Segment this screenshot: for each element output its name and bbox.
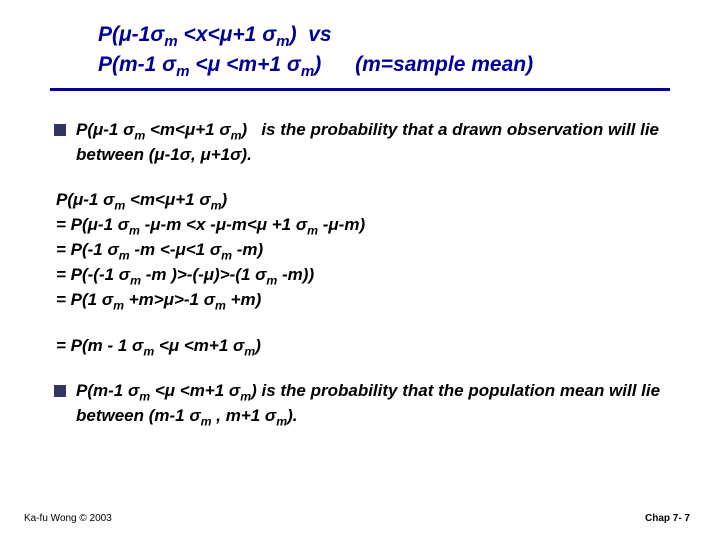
bullet-square-icon [54, 124, 66, 136]
bullet-item-1: P(μ-1 σm <m<μ+1 σm) is the probability t… [54, 119, 670, 167]
slide-title: P(μ-1σm <x<μ+1 σm) vs P(m-1 σm <μ <m+1 σ… [98, 22, 670, 82]
bullet-square-icon [54, 385, 66, 397]
title-line-2-left: P(m-1 σm <μ <m+1 σm) [98, 53, 321, 76]
eq-line-2: = P(μ-1 σm -μ-m <x -μ-m<μ +1 σm -μ-m) [56, 214, 670, 239]
eq-line-4: = P(-(-1 σm -m )>-(-μ)>-(1 σm -m)) [56, 264, 670, 289]
eq-line-1: P(μ-1 σm <m<μ+1 σm) [56, 189, 670, 214]
title-underline [50, 88, 670, 91]
equation-block: P(μ-1 σm <m<μ+1 σm) = P(μ-1 σm -μ-m <x -… [56, 189, 670, 314]
eq-line-3: = P(-1 σm -m <-μ<1 σm -m) [56, 239, 670, 264]
footer-page-number: Chap 7- 7 [645, 513, 690, 524]
bullet-item-2: P(m-1 σm <μ <m+1 σm) is the probability … [54, 380, 670, 430]
footer: Ka-fu Wong © 2003 Chap 7- 7 [24, 513, 690, 524]
bullet-2-text: P(m-1 σm <μ <m+1 σm) is the probability … [76, 380, 670, 430]
footer-copyright: Ka-fu Wong © 2003 [24, 513, 112, 524]
title-sample-mean-note: (m=sample mean) [355, 52, 533, 78]
isolated-equation: = P(m - 1 σm <μ <m+1 σm) [56, 336, 670, 358]
content-area: P(μ-1 σm <m<μ+1 σm) is the probability t… [50, 119, 670, 430]
slide-container: P(μ-1σm <x<μ+1 σm) vs P(m-1 σm <μ <m+1 σ… [0, 0, 720, 540]
title-line-2: P(m-1 σm <μ <m+1 σm) (m=sample mean) [98, 52, 670, 82]
bullet-1-text: P(μ-1 σm <m<μ+1 σm) is the probability t… [76, 119, 670, 167]
eq-line-5: = P(1 σm +m>μ>-1 σm +m) [56, 289, 670, 314]
title-line-1: P(μ-1σm <x<μ+1 σm) vs [98, 22, 670, 52]
